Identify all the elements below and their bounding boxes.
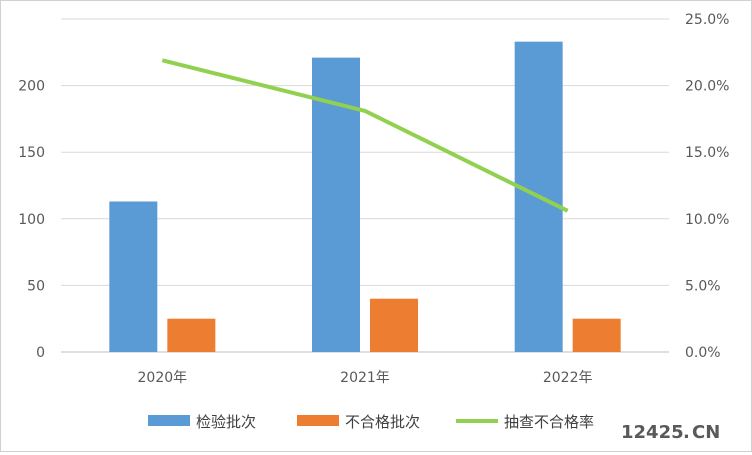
right-y-axis: 0.0% 5.0% 10.0% 15.0% 20.0% 25.0% [685,12,729,361]
rate-line [161,58,569,213]
bar-marks [109,41,621,353]
legend-label: 检验批次 [196,413,256,431]
bar-failed [370,298,418,352]
legend-label: 不合格批次 [345,413,420,431]
right-y-tick-label: 25.0% [685,12,729,28]
left-y-tick-label: 150 [18,145,45,161]
legend-swatch [148,415,190,426]
watermark-number: 12425 [621,422,684,443]
bar-failed [572,318,621,352]
site-watermark: 12425 . CN [621,422,720,443]
x-axis: 2020年 2021年 2022年 [138,370,593,386]
right-y-tick-label: 15.0% [685,145,729,161]
left-y-tick-label: 200 [18,79,45,95]
left-y-tick-label: 0 [36,345,45,361]
x-tick-label: 2022年 [543,370,593,386]
watermark-dot: . [683,422,690,443]
legend: 检验批次 不合格批次 抽查不合格率 [148,413,594,431]
bar-failed [167,318,216,352]
gridlines [61,18,669,353]
legend-swatch [297,415,339,426]
x-tick-label: 2021年 [340,370,390,386]
left-y-axis: 0 50 100 150 200 [18,79,45,361]
right-y-tick-label: 10.0% [685,212,729,228]
watermark-domain: CN [692,422,720,443]
right-y-tick-label: 0.0% [685,345,721,361]
right-y-tick-label: 5.0% [685,278,721,294]
right-y-tick-label: 20.0% [685,79,729,95]
line-series [161,58,569,213]
bar-inspected [109,201,158,352]
x-tick-label: 2020年 [138,370,188,386]
left-y-tick-label: 50 [27,278,45,294]
legend-label: 抽查不合格率 [504,413,594,431]
left-y-tick-label: 100 [18,212,45,228]
